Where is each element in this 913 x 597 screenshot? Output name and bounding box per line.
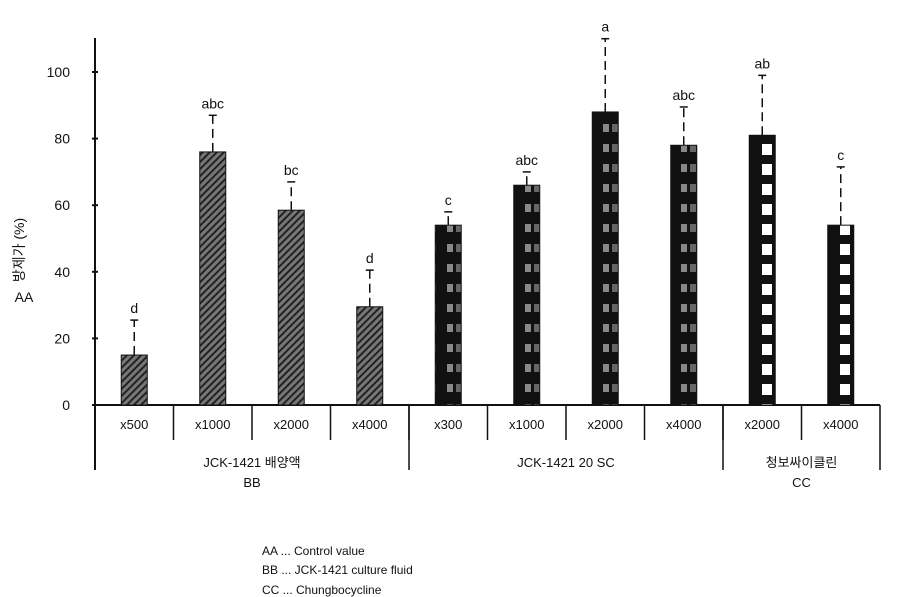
x-tick-label: x2000: [745, 417, 780, 432]
x-tick-label: x300: [434, 417, 462, 432]
group-label: JCK-1421 20 SC: [517, 455, 615, 470]
group-label: 청보싸이클린: [766, 455, 838, 470]
group-label: JCK-1421 배양액: [203, 455, 300, 470]
significance-label: c: [445, 192, 452, 208]
significance-label: d: [130, 300, 138, 316]
x-tick-label: x4000: [352, 417, 387, 432]
x-tick-label: x500: [120, 417, 148, 432]
bar: [671, 145, 697, 405]
x-tick-label: x4000: [666, 417, 701, 432]
legend-item: BB ... JCK-1421 culture fluid: [262, 563, 413, 577]
bar: [435, 225, 461, 405]
bar: [200, 152, 226, 405]
bar: [592, 112, 618, 405]
bar: [514, 185, 540, 405]
x-tick-label: x1000: [509, 417, 544, 432]
x-tick-label: x4000: [823, 417, 858, 432]
group-note: CC: [792, 475, 811, 490]
bar: [357, 307, 383, 405]
significance-label: c: [837, 147, 844, 163]
x-tick-label: x1000: [195, 417, 230, 432]
significance-label: abc: [672, 87, 695, 103]
y-tick-label: 100: [47, 64, 71, 80]
bar: [121, 355, 147, 405]
x-tick-label: x2000: [588, 417, 623, 432]
significance-label: abc: [201, 95, 224, 111]
bar: [278, 210, 304, 405]
significance-label: ab: [754, 55, 770, 71]
y-axis-note: AA: [15, 289, 34, 305]
x-tick-label: x2000: [274, 417, 309, 432]
y-tick-label: 80: [54, 131, 70, 147]
y-tick-label: 40: [54, 264, 70, 280]
bar-chart: 0 20 40 60 80 100 x500 x1000 x2000 x4000 x300 x1000…: [0, 0, 913, 595]
y-axis-label: 방제가 (%): [11, 218, 27, 282]
significance-label: bc: [284, 162, 299, 178]
legend-item: AA ... Control value: [262, 544, 365, 558]
bar: [828, 225, 854, 405]
significance-label: abc: [515, 152, 538, 168]
y-tick-label: 0: [62, 397, 70, 413]
y-tick-label: 20: [54, 330, 70, 346]
group-note: BB: [243, 475, 260, 490]
bar: [749, 135, 775, 405]
significance-label: a: [601, 19, 609, 35]
y-tick-label: 60: [54, 197, 70, 213]
significance-label: d: [366, 250, 374, 266]
